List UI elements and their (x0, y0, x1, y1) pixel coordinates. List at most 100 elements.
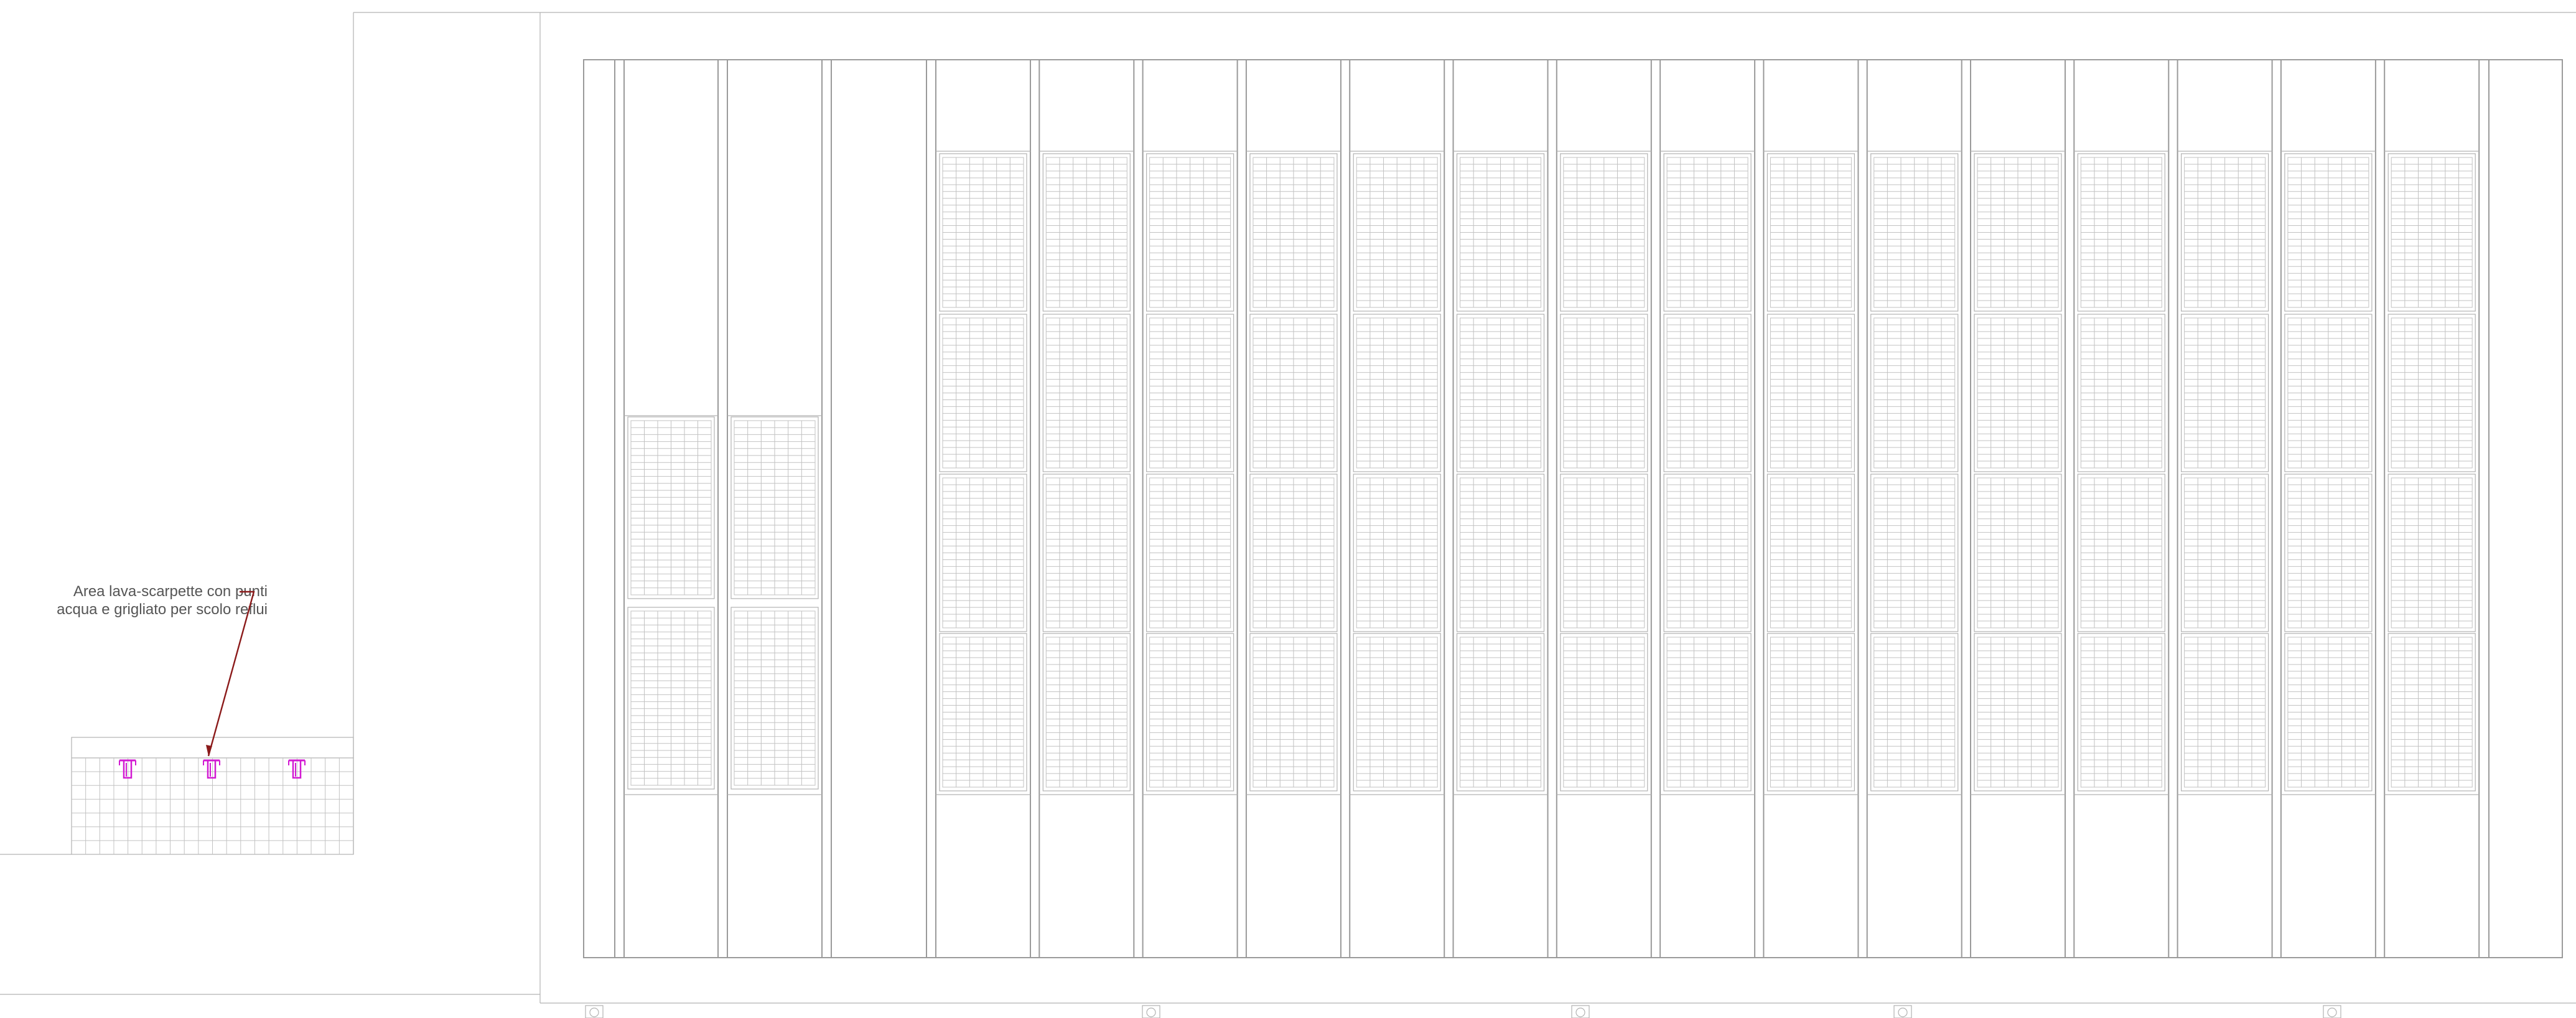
shoe-rack-unit (1353, 314, 1441, 472)
shoe-rack-unit (1974, 633, 2062, 792)
storage-bays (623, 59, 2480, 958)
storage-bay (727, 59, 823, 958)
shoe-rack-unit (1560, 314, 1648, 472)
shoe-rack-unit (627, 416, 715, 599)
shoe-rack-unit (1870, 474, 1959, 632)
unit-frame (1353, 314, 1441, 472)
bay-frame (1038, 59, 1135, 958)
shoe-rack-unit (2181, 474, 2269, 632)
unit-frame (939, 314, 1027, 472)
column-axis-marker-icon (1571, 1005, 1590, 1018)
shoe-rack-unit (1249, 314, 1338, 472)
unit-frame (1353, 474, 1441, 632)
storage-bay (2280, 59, 2376, 958)
marker-box (2323, 1005, 2341, 1018)
shoe-rack-unit (1146, 314, 1234, 472)
shoe-rack-unit (1663, 314, 1752, 472)
shoe-rack-unit (1042, 474, 1131, 632)
storage-bay (1142, 59, 1238, 958)
bay-frame (1763, 59, 1859, 958)
drain-grating (72, 757, 353, 854)
shoe-rack-unit (1146, 633, 1234, 792)
unit-frame (1974, 314, 2062, 472)
unit-frame (1456, 153, 1545, 312)
unit-frame (2284, 153, 2373, 312)
unit-frame (627, 607, 715, 790)
marker-circle (1898, 1007, 1908, 1017)
bay-frame (935, 59, 1031, 958)
leader-arrowhead (206, 745, 212, 756)
unit-frame (1353, 633, 1441, 792)
shoe-rack-unit (1249, 474, 1338, 632)
shoe-rack-unit (1456, 314, 1545, 472)
leader-line (207, 591, 255, 757)
column-axis-markers (585, 1005, 2341, 1018)
unit-frame (1870, 314, 1959, 472)
shoe-rack-unit (2181, 633, 2269, 792)
bay-frame (2073, 59, 2170, 958)
unit-frame (2387, 474, 2476, 632)
marker-box (1893, 1005, 1912, 1018)
unit-frame (1663, 474, 1752, 632)
marker-box (1142, 1005, 1160, 1018)
unit-frame (1663, 314, 1752, 472)
unit-frame (1353, 153, 1441, 312)
water-tap-icon (119, 759, 136, 779)
unit-frame (2181, 633, 2269, 792)
unit-frame (2387, 153, 2476, 312)
unit-frame (1146, 153, 1234, 312)
storage-bay (1245, 59, 1342, 958)
unit-frame (1456, 314, 1545, 472)
shoe-rack-unit (730, 607, 819, 790)
shoe-rack-unit (939, 153, 1027, 312)
shoe-rack-unit (2077, 633, 2165, 792)
marker-circle (1146, 1007, 1156, 1017)
unit-frame (2077, 474, 2165, 632)
shoe-rack-unit (1766, 314, 1855, 472)
unit-frame (1042, 474, 1131, 632)
bay-frame (1349, 59, 1445, 958)
unit-frame (2181, 153, 2269, 312)
shoe-rack-unit (1042, 153, 1131, 312)
unit-frame (730, 607, 819, 790)
storage-bay (1866, 59, 1962, 958)
unit-frame (1560, 153, 1648, 312)
shoe-rack-unit (1974, 153, 2062, 312)
unit-frame (1042, 153, 1131, 312)
marker-box (1571, 1005, 1590, 1018)
marker-circle (589, 1007, 599, 1017)
shoe-rack-unit (2284, 314, 2373, 472)
marker-circle (1575, 1007, 1585, 1017)
storage-bay (1970, 59, 2066, 958)
unit-frame (1249, 474, 1338, 632)
shoe-rack-unit (730, 416, 819, 599)
shoe-rack-unit (1249, 633, 1338, 792)
bay-frame (727, 59, 823, 958)
shoe-rack-unit (2181, 153, 2269, 312)
water-tap-icon (203, 759, 220, 779)
storage-bay (1452, 59, 1549, 958)
shoe-rack-unit (2284, 633, 2373, 792)
storage-bay (1763, 59, 1859, 958)
shoe-rack-unit (2077, 153, 2165, 312)
unit-frame (1870, 474, 1959, 632)
shoe-rack-unit (2077, 474, 2165, 632)
storage-bay (831, 59, 927, 958)
shoe-rack-unit (2284, 474, 2373, 632)
unit-frame (1560, 633, 1648, 792)
shoe-rack-unit (1663, 633, 1752, 792)
unit-frame (1560, 474, 1648, 632)
unit-frame (2181, 474, 2269, 632)
shoe-rack-unit (1146, 474, 1234, 632)
shoe-rack-unit (1353, 474, 1441, 632)
storage-bay (2073, 59, 2170, 958)
unit-frame (627, 416, 715, 599)
unit-frame (1766, 314, 1855, 472)
shoe-rack-unit (1974, 474, 2062, 632)
shoe-rack-unit (2387, 153, 2476, 312)
shoe-rack-unit (1456, 474, 1545, 632)
shoe-rack-unit (1663, 153, 1752, 312)
bay-frame (1142, 59, 1238, 958)
shoe-rack-unit (1560, 474, 1648, 632)
